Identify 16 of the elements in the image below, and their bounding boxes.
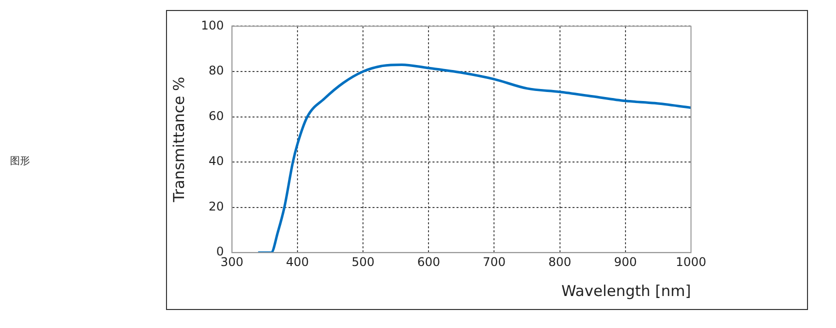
x-axis-title: Wavelength [nm] bbox=[561, 282, 691, 300]
y-tick-label: 60 bbox=[208, 108, 224, 123]
x-tick-label: 1000 bbox=[676, 254, 706, 269]
x-tick-label: 400 bbox=[286, 254, 309, 269]
y-axis-title: Transmittance % bbox=[170, 76, 188, 204]
x-tick-label: 800 bbox=[548, 254, 572, 269]
text: 图形 bbox=[10, 155, 30, 168]
y-tick-label: 40 bbox=[208, 154, 224, 168]
y-tick-label: 100 bbox=[201, 18, 224, 32]
x-tick-label: 900 bbox=[614, 254, 637, 269]
y-tick-label: 80 bbox=[208, 64, 224, 78]
y-tick-label: 20 bbox=[208, 199, 224, 214]
x-tick-label: 500 bbox=[352, 254, 375, 269]
x-tick-label: 600 bbox=[417, 254, 440, 269]
line-series bbox=[256, 63, 691, 253]
x-tick-label: 700 bbox=[482, 254, 506, 269]
